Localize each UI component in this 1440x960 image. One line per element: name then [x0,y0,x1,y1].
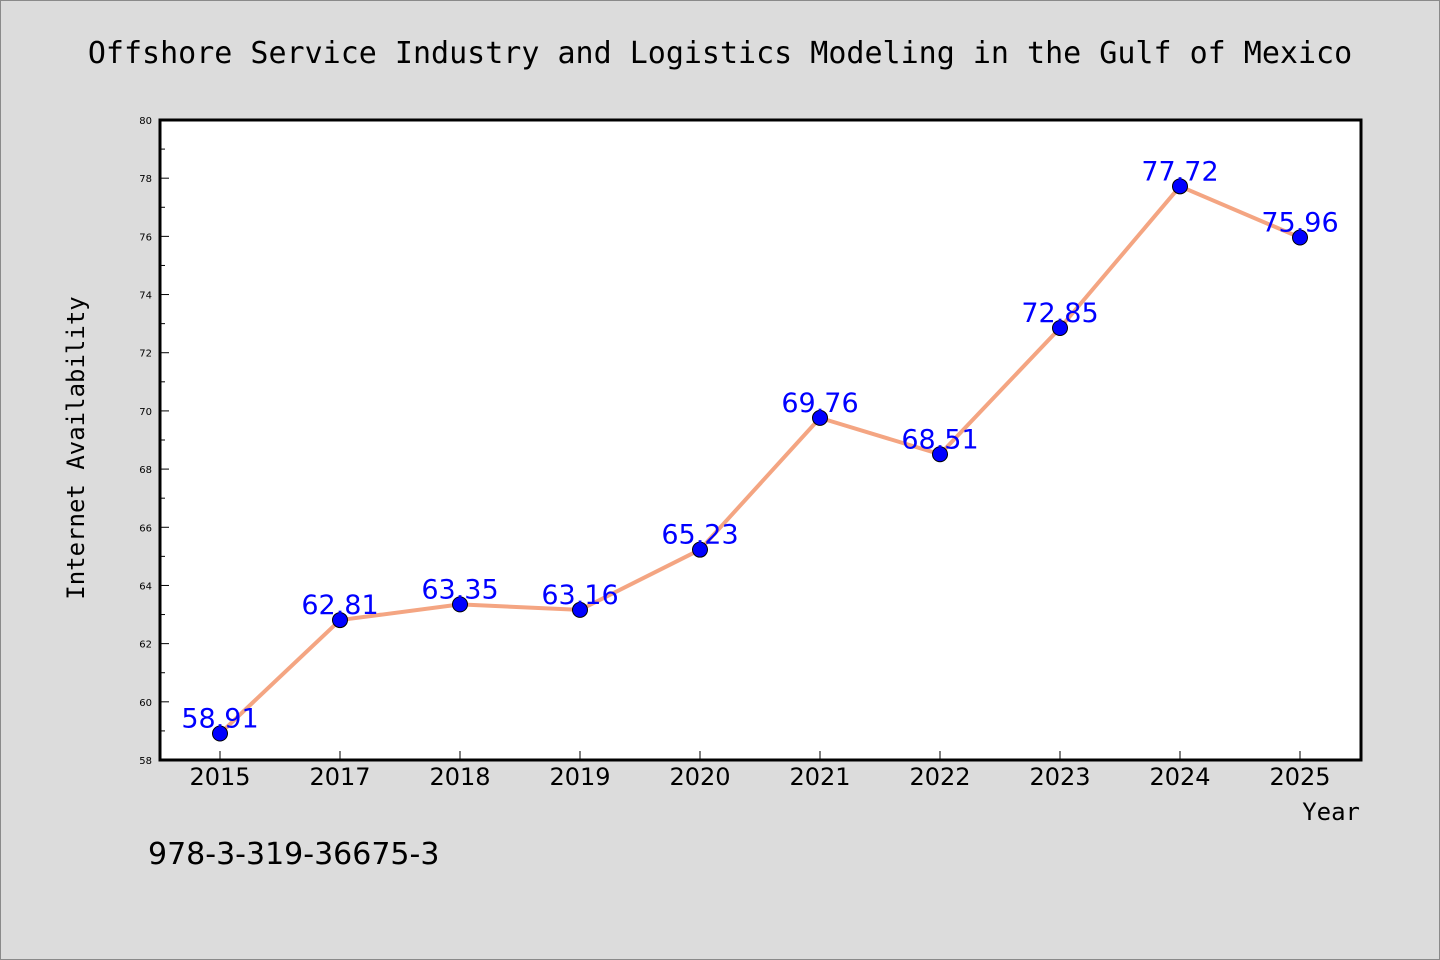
data-label: 58.91 [181,704,258,735]
y-tick-label: 76 [139,232,152,243]
data-point-marker [932,446,948,463]
x-tick-label: 2019 [549,763,610,791]
data-label: 63.35 [421,574,498,605]
x-tick-label: 2022 [909,763,970,791]
data-label: 72.85 [1021,298,1098,329]
data-point-marker [1172,178,1188,195]
y-axis-label: Internet Availability [62,296,90,599]
x-tick-label: 2018 [429,763,490,791]
x-tick-label: 2023 [1029,763,1090,791]
y-tick-label: 70 [139,407,152,418]
data-label: 68.51 [901,424,978,455]
x-tick-label: 2015 [189,763,250,791]
y-tick-label: 58 [139,756,152,767]
data-label: 63.16 [541,580,618,611]
data-label: 65.23 [661,520,738,551]
x-tick-label: 2024 [1149,763,1210,791]
data-label: 77.72 [1141,156,1218,187]
data-point-marker [452,596,468,613]
chart-title: Offshore Service Industry and Logistics … [88,36,1352,71]
y-tick-label: 78 [139,174,152,185]
data-point-marker [212,725,228,742]
y-tick-label: 60 [139,698,152,709]
x-tick-label: 2017 [309,763,370,791]
y-tick-label: 74 [139,291,152,302]
data-label: 75.96 [1261,208,1338,239]
data-label: 69.76 [781,388,858,419]
data-point-marker [1292,229,1308,246]
data-point-marker [1052,320,1068,336]
x-axis: 2015 2017 2018 2019 2020 2021 2022 2023 2024 2025 [189,751,1331,791]
y-tick-label: 62 [139,640,152,651]
x-tick-label: 2025 [1269,763,1330,791]
x-tick-label: 2020 [669,763,730,791]
y-tick-label: 80 [139,116,152,127]
plot-area [158,118,1363,762]
isbn-annotation: 978-3-319-36675-3 [148,837,439,872]
y-tick-label: 68 [139,465,152,476]
y-tick-label: 66 [139,523,152,534]
data-point-marker [572,601,588,618]
x-axis-label: Year [1302,798,1360,826]
y-tick-label: 64 [139,581,152,592]
data-point-marker [692,541,708,558]
x-tick-label: 2021 [789,763,850,791]
y-axis: 58 60 62 64 66 68 70 72 74 76 78 80 [139,116,169,767]
y-tick-label: 72 [139,349,152,360]
series-line [218,184,1302,736]
data-point-marker [332,612,348,629]
data-point-marker [812,409,828,426]
series-group: 58.91 62.81 63.35 63.16 65.23 69.76 68.51 72.85… [181,156,1339,742]
data-label: 62.81 [301,590,378,621]
